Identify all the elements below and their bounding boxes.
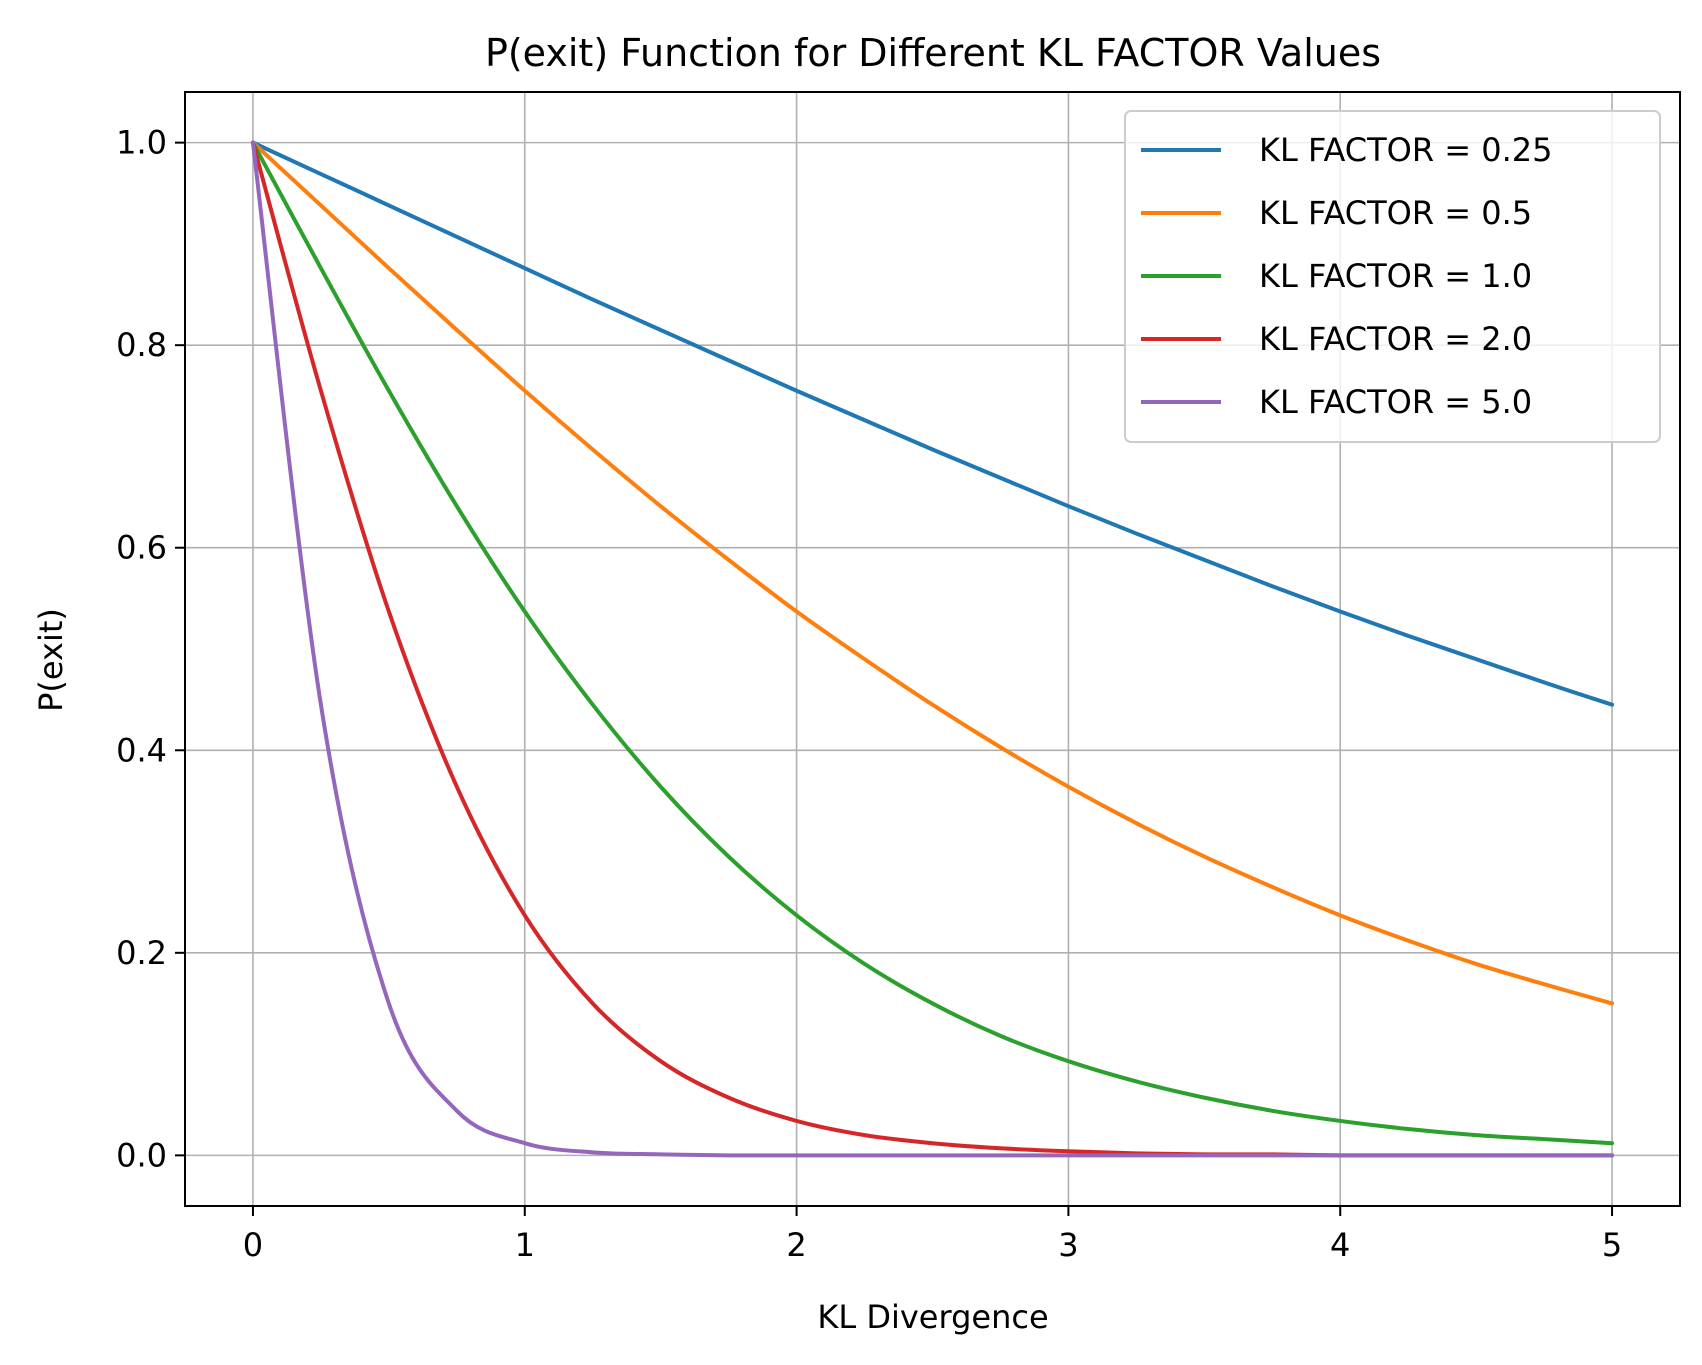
legend-box bbox=[1124, 110, 1661, 443]
y-tick-label: 0.6 bbox=[116, 529, 167, 567]
y-tick-label: 1.0 bbox=[116, 124, 167, 162]
x-tick-label: 1 bbox=[515, 1226, 535, 1264]
series-line-3 bbox=[250, 140, 1615, 1146]
x-tick-label: 5 bbox=[1602, 1226, 1622, 1264]
y-tick-label: 0.2 bbox=[116, 934, 167, 972]
legend: KL FACTOR = 0.25 KL FACTOR = 0.5 KL FACTOR… bbox=[1124, 110, 1661, 443]
y-tick-label: 0.8 bbox=[116, 326, 167, 364]
x-tick-label: 3 bbox=[1058, 1226, 1078, 1264]
x-tick-label: 4 bbox=[1330, 1226, 1350, 1264]
legend-label: KL FACTOR = 2.0 bbox=[1259, 320, 1532, 358]
series-line-5 bbox=[250, 140, 1615, 1158]
legend-label: KL FACTOR = 1.0 bbox=[1259, 257, 1532, 295]
y-tick-label: 0.0 bbox=[116, 1136, 167, 1174]
plot-frame bbox=[184, 91, 1681, 1207]
x-axis-label: KL Divergence bbox=[817, 1298, 1048, 1336]
x-tick-label: 2 bbox=[786, 1226, 806, 1264]
series-layer bbox=[250, 140, 1615, 1158]
chart-title: P(exit) Function for Different KL FACTOR… bbox=[485, 31, 1381, 75]
y-axis-label: P(exit) bbox=[32, 608, 70, 712]
legend-label: KL FACTOR = 0.5 bbox=[1259, 194, 1532, 232]
series-line-1 bbox=[250, 140, 1615, 707]
y-tick-label: 0.4 bbox=[116, 731, 167, 769]
tick-layer: 0 1 2 3 4 5 0.0 0.2 0.4 0.6 0.8 1.0 bbox=[116, 124, 1622, 1264]
series-line-2 bbox=[250, 140, 1615, 1006]
x-tick-label: 0 bbox=[243, 1226, 263, 1264]
legend-label: KL FACTOR = 0.25 bbox=[1259, 131, 1553, 169]
legend-label: KL FACTOR = 5.0 bbox=[1259, 383, 1532, 421]
